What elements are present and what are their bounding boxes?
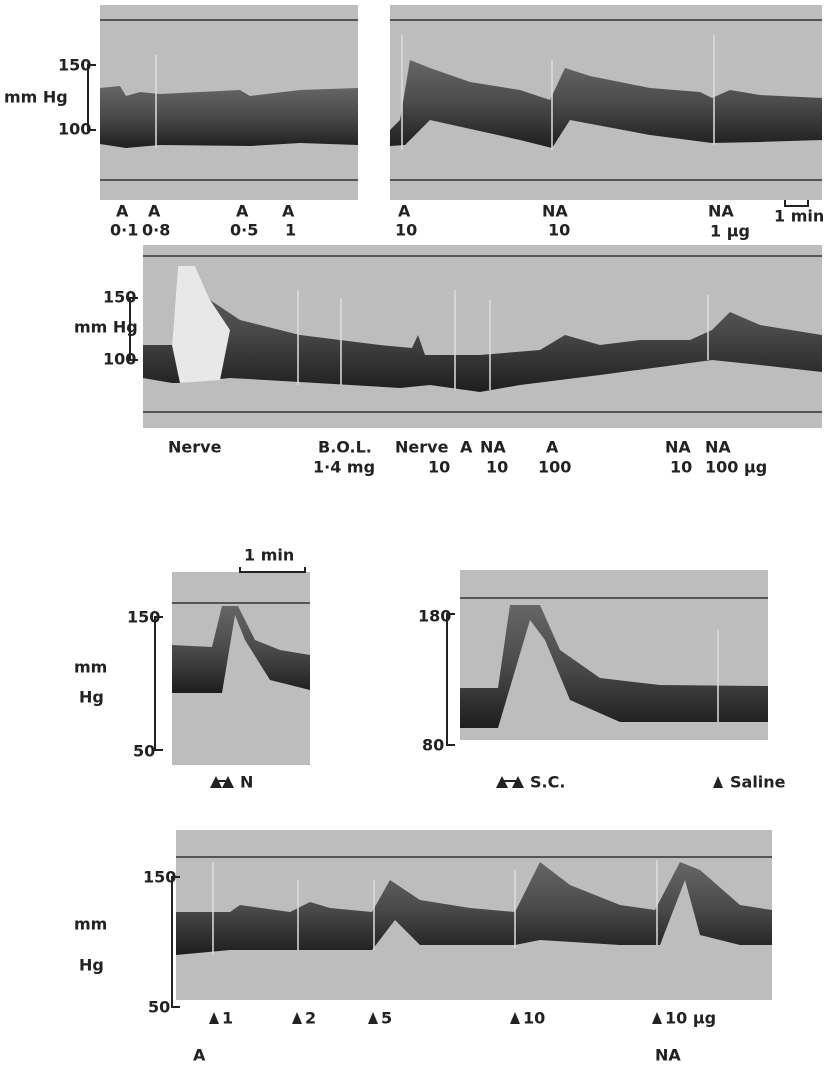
drug: NA: [665, 438, 691, 457]
dose: 0·1: [110, 221, 138, 240]
drug: Saline: [730, 773, 786, 792]
scale-tick: 150: [143, 868, 176, 887]
panel-4: 1 min 150 mm Hg 50 N: [74, 546, 310, 792]
scale-unit: mm: [74, 658, 107, 677]
figure: 150 mm Hg 100 A 0·1 A 0·8 A 0·5 A 1 A 10…: [0, 0, 834, 1067]
scale-unit: mm Hg: [4, 88, 68, 107]
scale-tick: 180: [418, 607, 451, 626]
panel-2: A 10 NA 10 NA 1 μg 1 min: [390, 5, 824, 241]
drug: A: [236, 202, 249, 221]
panel-3: 150 mm Hg 100 Nerve B.O.L. 1·4 mg Nerve …: [74, 245, 822, 477]
dose: 10: [486, 458, 508, 477]
panel-1: 150 mm Hg 100 A 0·1 A 0·8 A 0·5 A 1: [4, 5, 358, 240]
dose: 1: [285, 221, 296, 240]
scale-tick: 150: [103, 288, 136, 307]
scale-unit: Hg: [79, 956, 104, 975]
scale-unit: mm Hg: [74, 318, 138, 337]
panel-5: 180 80 S.C. Saline: [418, 570, 786, 792]
scale-tick: 50: [148, 998, 170, 1017]
panel-6: 150 mm Hg 50 1 2 5 10 10 μg A NA: [74, 830, 772, 1065]
drug: Nerve: [395, 438, 449, 457]
drug: Nerve: [168, 438, 222, 457]
dose: 0·8: [142, 221, 170, 240]
drug: NA: [708, 202, 734, 221]
drug: A: [398, 202, 411, 221]
scale-tick: 50: [133, 742, 155, 761]
drug: NA: [542, 202, 568, 221]
dose: 10: [395, 221, 417, 240]
scale-unit: Hg: [79, 688, 104, 707]
scale-tick: 100: [58, 120, 91, 139]
dose: 0·5: [230, 221, 258, 240]
dose: 1: [222, 1009, 233, 1028]
dose: 100: [538, 458, 571, 477]
dose: 10: [670, 458, 692, 477]
drug: A: [282, 202, 295, 221]
drug: S.C.: [530, 773, 565, 792]
scale-tick: 100: [103, 350, 136, 369]
drug: NA: [480, 438, 506, 457]
dose: 5: [381, 1009, 392, 1028]
scale-tick: 150: [127, 608, 160, 627]
drug: A: [460, 438, 473, 457]
dose: 100 μg: [705, 458, 767, 477]
dose: 1·4 mg: [313, 458, 375, 477]
scale-tick: 80: [422, 736, 444, 755]
dose: 10 μg: [665, 1009, 716, 1028]
drug: A: [116, 202, 129, 221]
dose: 10: [548, 221, 570, 240]
group: A: [193, 1046, 206, 1065]
scale-tick: 150: [58, 56, 91, 75]
time-scale: 1 min: [774, 207, 824, 226]
dose: 1 μg: [710, 222, 750, 241]
drug: A: [148, 202, 161, 221]
drug: N: [240, 773, 253, 792]
group: NA: [655, 1046, 681, 1065]
drug: A: [546, 438, 559, 457]
drug: NA: [705, 438, 731, 457]
dose: 10: [428, 458, 450, 477]
dose: 10: [523, 1009, 545, 1028]
drug: B.O.L.: [318, 438, 372, 457]
scale-unit: mm: [74, 915, 107, 934]
time-scale: 1 min: [244, 546, 294, 565]
dose: 2: [305, 1009, 316, 1028]
